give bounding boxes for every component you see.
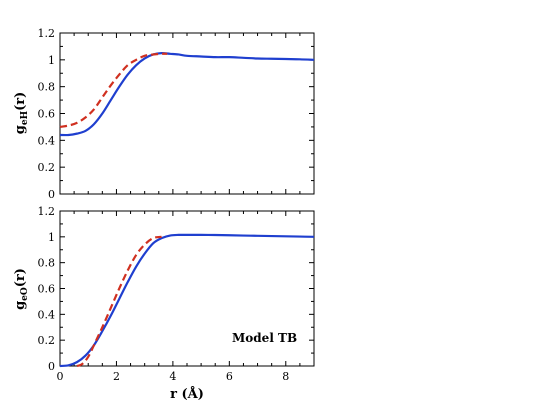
y-tick-label: 1	[48, 231, 55, 244]
series-line-solid	[59, 233, 315, 368]
y-tick-label: 0.8	[38, 257, 56, 270]
x-tick-label: 4	[169, 370, 176, 383]
y-axis-label-top: geH(r)	[13, 92, 30, 134]
x-tick-label: 6	[226, 370, 233, 383]
y-tick-label: 0	[48, 360, 55, 373]
y-tick-label: 1	[48, 54, 55, 67]
y-tick-label: 1.2	[38, 27, 56, 40]
annotation-model-tb: Model TB	[232, 331, 297, 345]
series-lines-top	[59, 52, 315, 137]
y-tick-label: 0.2	[38, 334, 56, 347]
series-line-dashed	[59, 52, 168, 129]
x-tick-label: 8	[282, 370, 289, 383]
y-tick-label: 0.4	[38, 134, 56, 147]
y-ticks-top: 0 0.2 0.4 0.6 0.8 1 1.2	[38, 27, 314, 201]
y-tick-label: 0.2	[38, 161, 56, 174]
x-axis-label: r (Å)	[170, 386, 204, 402]
y-tick-label: 0.6	[38, 283, 56, 296]
x-tick-label: 2	[113, 370, 120, 383]
series-line-dashed	[76, 235, 162, 368]
y-tick-label: 0	[48, 188, 55, 201]
y-tick-label: 0.6	[38, 108, 56, 121]
plot-frame-top	[59, 32, 315, 195]
panel-geh: 0 0.2 0.4 0.6 0.8 1 1.2 geH(r)	[13, 27, 315, 201]
y-ticks-bottom: 0 0.2 0.4 0.6 0.8 1 1.2	[38, 205, 314, 373]
series-line-solid	[59, 52, 315, 137]
y-tick-label: 0.4	[38, 308, 56, 321]
y-tick-label: 0.8	[38, 81, 56, 94]
series-lines-bottom	[59, 233, 315, 368]
y-axis-label-bottom: geO(r)	[13, 268, 30, 310]
x-ticks-top	[59, 33, 315, 194]
y-tick-label: 1.2	[38, 205, 56, 218]
x-tick-label: 0	[57, 370, 64, 383]
